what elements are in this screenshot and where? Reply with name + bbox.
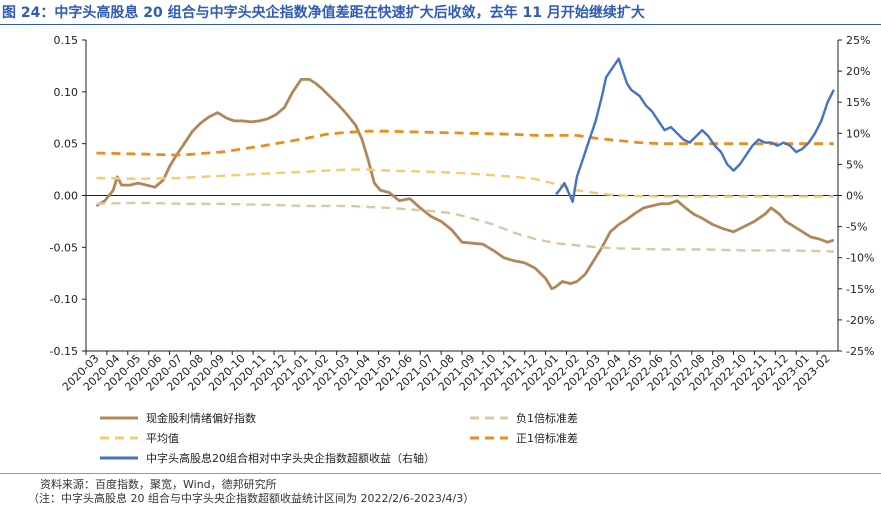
legend-label-3: 正1倍标准差 — [516, 431, 578, 445]
legend-label-0: 现金股利情绪偏好指数 — [146, 411, 256, 425]
y-right-tick-label: -25% — [846, 345, 874, 358]
y-right-tick-label: -5% — [846, 221, 867, 234]
y-left-tick-label: 0.15 — [54, 34, 79, 47]
y-left-tick-label: 0.00 — [54, 190, 79, 203]
y-right-tick-label: -10% — [846, 252, 874, 265]
series-line-4 — [555, 57, 835, 203]
footer-divider — [0, 473, 881, 474]
legend-label-4: 中字头高股息20组合相对中字头央企指数超额收益（右轴） — [146, 451, 435, 465]
footnote: （注：中字头高股息 20 组合与中字头央企指数超额收益统计区间为 2022/2/… — [28, 492, 475, 505]
y-right-tick-label: 20% — [846, 65, 870, 78]
y-right-tick-label: 15% — [846, 96, 870, 109]
series-line-0 — [95, 78, 835, 291]
series-line-3 — [96, 129, 834, 157]
y-right-tick-label: 0% — [846, 190, 863, 203]
y-right-tick-label: 25% — [846, 34, 870, 47]
legend-label-1: 负1倍标准差 — [516, 411, 578, 425]
source-note: 资料来源：百度指数，聚宽，Wind，德邦研究所 — [40, 478, 277, 491]
y-right-tick-label: 5% — [846, 158, 863, 171]
y-right-tick-label: -15% — [846, 283, 874, 296]
chart-title: 图 24：中字头高股息 20 组合与中字头央企指数净值差距在快速扩大后收敛，去年… — [2, 5, 645, 21]
y-right-tick-label: 10% — [846, 127, 870, 140]
y-left-tick-label: -0.15 — [50, 345, 78, 358]
y-left-tick-label: 0.10 — [54, 86, 79, 99]
y-left-tick-label: 0.05 — [54, 138, 79, 151]
title-divider — [0, 24, 881, 25]
legend-label-2: 平均值 — [146, 432, 179, 445]
series-line-2 — [96, 168, 834, 198]
y-right-tick-label: -20% — [846, 314, 874, 327]
series-line-1 — [96, 201, 834, 253]
y-left-tick-label: -0.05 — [50, 241, 78, 254]
y-left-tick-label: -0.10 — [50, 293, 78, 306]
line-chart: 0.15 0.10 0.05 0.00 -0.05 -0.10 -0.15 25% 20% 15%… — [50, 34, 875, 465]
